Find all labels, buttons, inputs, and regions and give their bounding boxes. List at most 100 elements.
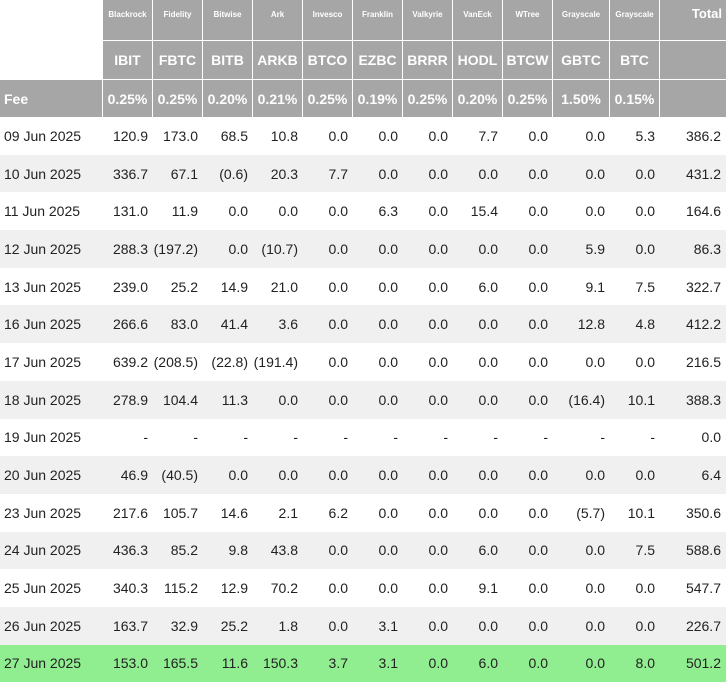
flow-cell: 0.0 <box>253 192 303 231</box>
flow-cell: 0.0 <box>303 117 353 155</box>
fee-cell: 0.25% <box>403 79 453 117</box>
flow-cell: 11.6 <box>203 644 253 682</box>
flow-cell: - <box>153 418 203 457</box>
flow-cell: 0.0 <box>203 192 253 231</box>
flow-cell: 15.4 <box>453 192 503 231</box>
table-row: 24 Jun 2025 436.3 85.2 9.8 43.8 0.0 0.0 0.0 6.0 0… <box>0 531 726 570</box>
flow-cell: 115.2 <box>153 569 203 607</box>
table-row: 09 Jun 2025 120.9 173.0 68.5 10.8 0.0 0.0 0.0 7.… <box>0 117 726 155</box>
ticker-header: BRRR <box>403 40 453 79</box>
flow-cell: 0.0 <box>610 192 660 231</box>
flow-cell: 0.0 <box>353 456 403 494</box>
flow-cell: 0.0 <box>610 154 660 193</box>
flow-cell: 0.0 <box>453 305 503 344</box>
flow-cell: 1.8 <box>253 606 303 645</box>
flow-cell: 0.0 <box>503 117 553 155</box>
flow-cell: 0.0 <box>303 380 353 419</box>
issuer-header: Grayscale <box>610 0 660 40</box>
flow-cell: 3.7 <box>303 644 353 682</box>
issuer-header: Franklin <box>353 0 403 40</box>
flow-cell: 0.0 <box>303 192 353 231</box>
flow-cell: 46.9 <box>103 456 153 494</box>
flow-cell: 0.0 <box>503 380 553 419</box>
flow-cell: 0.0 <box>303 569 353 607</box>
flow-cell: 0.0 <box>503 230 553 268</box>
flow-cell: 0.0 <box>503 493 553 532</box>
issuer-header: Valkyrie <box>403 0 453 40</box>
fee-cell: 0.25% <box>153 79 203 117</box>
flow-cell: 7.7 <box>303 154 353 193</box>
flow-cell: - <box>103 418 153 457</box>
flow-cell: 70.2 <box>253 569 303 607</box>
table-row: 11 Jun 2025 131.0 11.9 0.0 0.0 0.0 6.3 0.0 15.4 0… <box>0 192 726 231</box>
date-cell: 19 Jun 2025 <box>0 418 103 457</box>
flow-cell: 0.0 <box>403 493 453 532</box>
flow-cell: 0.0 <box>610 456 660 494</box>
date-cell: 11 Jun 2025 <box>0 192 103 231</box>
flow-cell: - <box>203 418 253 457</box>
flow-cell: - <box>503 418 553 457</box>
flow-cell: 68.5 <box>203 117 253 155</box>
flow-cell: 173.0 <box>153 117 203 155</box>
flow-cell: 6.0 <box>453 531 503 570</box>
flow-cell: 0.0 <box>403 117 453 155</box>
fee-cell: 1.50% <box>553 79 610 117</box>
flow-cell: 7.5 <box>610 267 660 306</box>
table-row: 17 Jun 2025 639.2 (208.5) (22.8) (191.4) 0.0 0… <box>0 343 726 381</box>
table-body: 09 Jun 2025 120.9 173.0 68.5 10.8 0.0 0.0 0.0 7.… <box>0 117 726 682</box>
table-row: 23 Jun 2025 217.6 105.7 14.6 2.1 6.2 0.0 0.0 0.0… <box>0 493 726 532</box>
flow-cell: 21.0 <box>253 267 303 306</box>
ticker-header: HODL <box>453 40 503 79</box>
flow-cell: 0.0 <box>503 569 553 607</box>
flow-cell: 336.7 <box>103 154 153 193</box>
flow-cell: 0.0 <box>553 456 610 494</box>
flow-cell: 20.3 <box>253 154 303 193</box>
flow-cell: (16.4) <box>553 380 610 419</box>
flow-cell: 0.0 <box>453 343 503 381</box>
fee-cell: 0.20% <box>453 79 503 117</box>
date-cell: 24 Jun 2025 <box>0 531 103 570</box>
total-cell: 386.2 <box>660 117 726 155</box>
flow-cell: 639.2 <box>103 343 153 381</box>
fee-cell: 0.21% <box>253 79 303 117</box>
flow-cell: 0.0 <box>303 343 353 381</box>
flow-cell: 0.0 <box>403 343 453 381</box>
ticker-header: BITB <box>203 40 253 79</box>
flow-cell: 4.8 <box>610 305 660 344</box>
ticker-header: EZBC <box>353 40 403 79</box>
total-cell: 6.4 <box>660 456 726 494</box>
flow-cell: 0.0 <box>553 531 610 570</box>
flow-cell: 266.6 <box>103 305 153 344</box>
flow-cell: - <box>303 418 353 457</box>
flow-cell: 0.0 <box>403 606 453 645</box>
date-cell: 23 Jun 2025 <box>0 493 103 532</box>
flow-cell: 288.3 <box>103 230 153 268</box>
flow-cell: (22.8) <box>203 343 253 381</box>
issuer-header: WTree <box>503 0 553 40</box>
flow-cell: 11.9 <box>153 192 203 231</box>
total-cell: 388.3 <box>660 380 726 419</box>
flow-cell: 0.0 <box>403 230 453 268</box>
flow-cell: 0.0 <box>353 267 403 306</box>
flow-cell: 0.0 <box>453 493 503 532</box>
flow-cell: 0.0 <box>503 267 553 306</box>
date-cell: 16 Jun 2025 <box>0 305 103 344</box>
flow-cell: 0.0 <box>203 230 253 268</box>
table-row: 16 Jun 2025 266.6 83.0 41.4 3.6 0.0 0.0 0.0 0.0 0… <box>0 305 726 344</box>
ticker-header: GBTC <box>553 40 610 79</box>
date-cell: 17 Jun 2025 <box>0 343 103 381</box>
flow-cell: 12.8 <box>553 305 610 344</box>
flow-cell: 67.1 <box>153 154 203 193</box>
fee-cell: 0.25% <box>303 79 353 117</box>
flow-cell: 5.9 <box>553 230 610 268</box>
total-cell: 86.3 <box>660 230 726 268</box>
date-cell: 27 Jun 2025 <box>0 644 103 682</box>
flow-cell: 0.0 <box>553 606 610 645</box>
flow-cell: - <box>353 418 403 457</box>
table-row: 18 Jun 2025 278.9 104.4 11.3 0.0 0.0 0.0 0.0 0.0… <box>0 380 726 419</box>
flow-cell: 3.1 <box>353 606 403 645</box>
total-header: Total <box>660 0 726 40</box>
date-cell: 09 Jun 2025 <box>0 117 103 155</box>
ticker-header: BTCW <box>503 40 553 79</box>
flow-cell: 10.1 <box>610 493 660 532</box>
